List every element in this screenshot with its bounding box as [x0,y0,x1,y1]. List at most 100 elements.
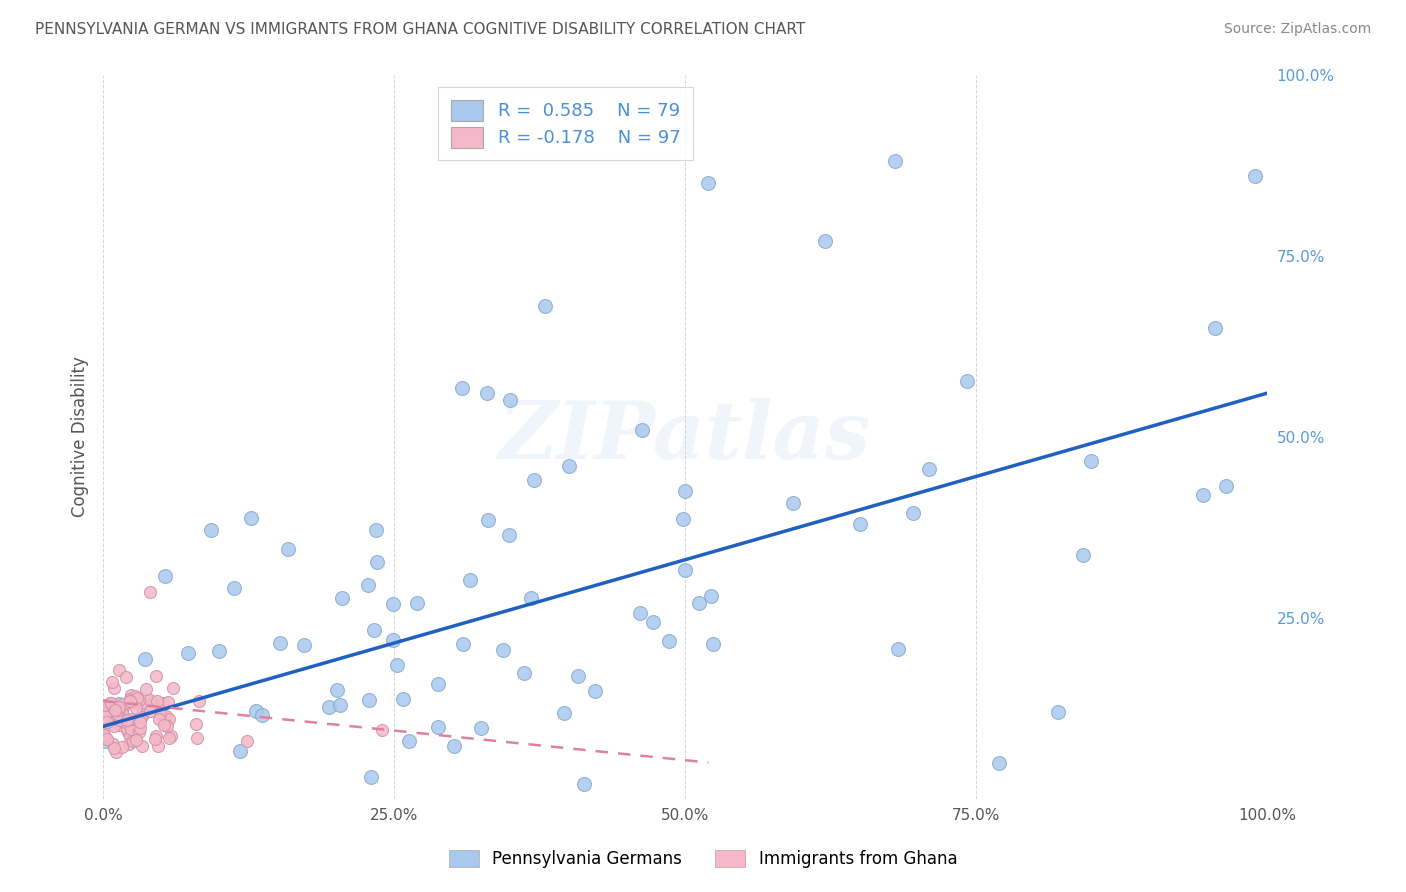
Point [120,729,142,743]
Point [903,506,925,520]
Point [583,684,606,698]
Point [385,658,408,673]
Point [356,578,378,592]
Point [492,643,515,657]
Point [318,699,340,714]
Point [572,777,595,791]
Point [157,731,180,745]
Point [513,666,536,681]
Point [883,154,905,169]
Point [101,737,124,751]
Point [200,523,222,537]
Point [398,734,420,748]
Point [534,299,557,313]
Point [125,696,148,710]
Point [366,523,388,537]
Point [673,483,696,498]
Point [426,677,449,691]
Point [499,393,522,408]
Point [112,700,135,714]
Point [371,723,394,737]
Point [277,541,299,556]
Point [138,692,160,706]
Point [122,695,145,709]
Point [224,582,246,596]
Point [1204,320,1226,334]
Point [451,381,474,395]
Point [111,706,134,720]
Point [149,706,172,721]
Point [381,597,404,611]
Point [360,770,382,784]
Point [1080,454,1102,468]
Point [1215,479,1237,493]
Point [443,739,465,754]
Point [814,234,837,248]
Point [658,633,681,648]
Point [1244,169,1267,183]
Point [93,728,115,742]
Point [887,642,910,657]
Point [1071,548,1094,562]
Point [108,713,131,727]
Point [451,637,474,651]
Point [104,703,127,717]
Point [155,709,177,723]
Point [177,646,200,660]
Point [672,511,695,525]
Point [148,739,170,753]
Point [134,652,156,666]
Point [138,585,160,599]
Point [98,696,121,710]
Point [118,727,141,741]
Point [357,692,380,706]
Point [152,714,174,728]
Point [782,496,804,510]
Point [93,698,115,712]
Point [96,706,118,720]
Point [128,721,150,735]
Point [157,713,180,727]
Point [107,663,129,677]
Point [330,591,353,605]
Point [96,731,118,746]
Point [125,701,148,715]
Point [124,690,146,704]
Point [152,696,174,710]
Point [700,590,723,604]
Point [523,473,546,487]
Point [366,555,388,569]
Point [94,709,117,723]
Point [96,706,118,721]
Point [125,733,148,747]
Point [115,670,138,684]
Point [848,516,870,531]
Point [557,458,579,473]
Point [702,637,724,651]
Point [641,615,664,630]
Point [103,703,125,717]
Point [326,682,349,697]
Point [153,568,176,582]
Point [112,697,135,711]
Point [135,681,157,696]
Point [129,710,152,724]
Point [139,705,162,719]
Point [120,712,142,726]
Point [157,695,180,709]
Point [105,745,128,759]
Point [141,695,163,709]
Point [97,705,120,719]
Point [688,596,710,610]
Point [115,722,138,736]
Point [427,720,450,734]
Point [1046,705,1069,719]
Point [988,756,1011,770]
Point [269,635,291,649]
Point [245,704,267,718]
Point [94,734,117,748]
Point [162,681,184,696]
Point [184,716,207,731]
Text: PENNSYLVANIA GERMAN VS IMMIGRANTS FROM GHANA COGNITIVE DISABILITY CORRELATION CH: PENNSYLVANIA GERMAN VS IMMIGRANTS FROM G… [35,22,806,37]
Text: Source: ZipAtlas.com: Source: ZipAtlas.com [1223,22,1371,37]
